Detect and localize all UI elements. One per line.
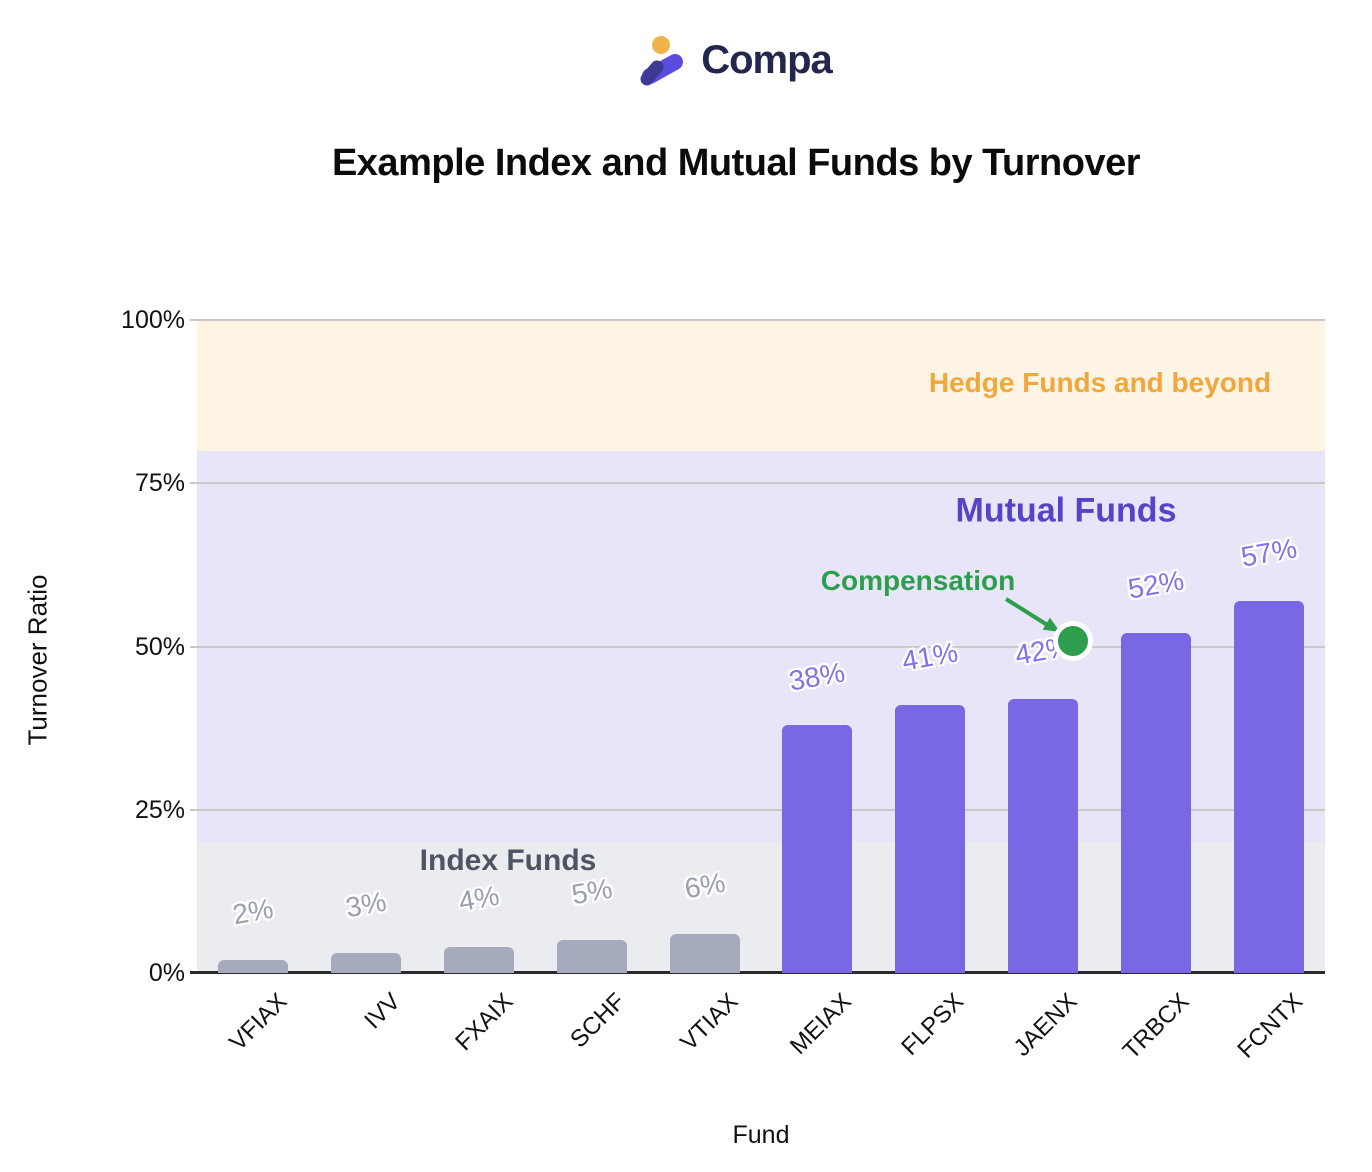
bar-vfiax [218, 959, 289, 973]
bar-trbcx [1120, 633, 1191, 973]
compensation-marker [1053, 621, 1093, 661]
gridline-100 [190, 319, 1325, 321]
compensation-annotation-label: Compensation [820, 565, 1016, 596]
index-funds-zone-label: Index Funds [419, 844, 597, 877]
x-tick-label-vtiax: VTIAX [675, 988, 744, 1057]
logo: Compa [0, 28, 1372, 92]
logo-icon [640, 36, 684, 86]
gridline-50 [190, 645, 1325, 648]
x-tick-label-meiax: MEIAX [784, 988, 857, 1060]
x-tick-label-schf: SCHF [565, 988, 631, 1054]
y-tick-label: 50% [134, 632, 185, 661]
x-tick-label-vfiax: VFIAX [224, 988, 293, 1057]
bar-flpsx [895, 705, 966, 973]
gridline-25 [190, 808, 1325, 811]
x-tick-label-trbcx: TRBCX [1118, 988, 1195, 1065]
x-tick-label-flpsx: FLPSX [896, 988, 970, 1061]
bar-fcntx [1233, 600, 1304, 973]
x-tick-label-fxaix: FXAIX [449, 988, 519, 1057]
x-tick-label-jaenx: JAENX [1008, 988, 1083, 1062]
bar-schf [556, 940, 627, 973]
hedge-funds-zone [197, 320, 1325, 451]
mutual-funds-zone-label: Mutual Funds [955, 491, 1177, 530]
bar-meiax [782, 724, 853, 973]
x-tick-label-ivv: IVV [358, 988, 406, 1035]
y-tick-label: 25% [134, 795, 185, 824]
y-tick-label: 100% [121, 306, 185, 334]
gridline-75 [190, 482, 1325, 485]
hedge-funds-zone-label: Hedge Funds and beyond [928, 367, 1272, 398]
logo-text: Compa [701, 37, 833, 82]
bar-jaenx [1008, 698, 1078, 973]
y-axis-title: Turnover Ratio [22, 574, 53, 746]
bar-ivv [331, 953, 402, 973]
x-axis-title: Fund [732, 1121, 790, 1149]
bar-vtiax [669, 933, 740, 973]
bar-fxaix [444, 946, 514, 973]
x-axis-line [190, 971, 1325, 974]
x-tick-label-fcntx: FCNTX [1232, 988, 1308, 1064]
y-tick-label: 75% [134, 469, 185, 498]
y-tick-label: 0% [148, 959, 185, 987]
chart-title: Example Index and Mutual Funds by Turnov… [331, 142, 1141, 184]
